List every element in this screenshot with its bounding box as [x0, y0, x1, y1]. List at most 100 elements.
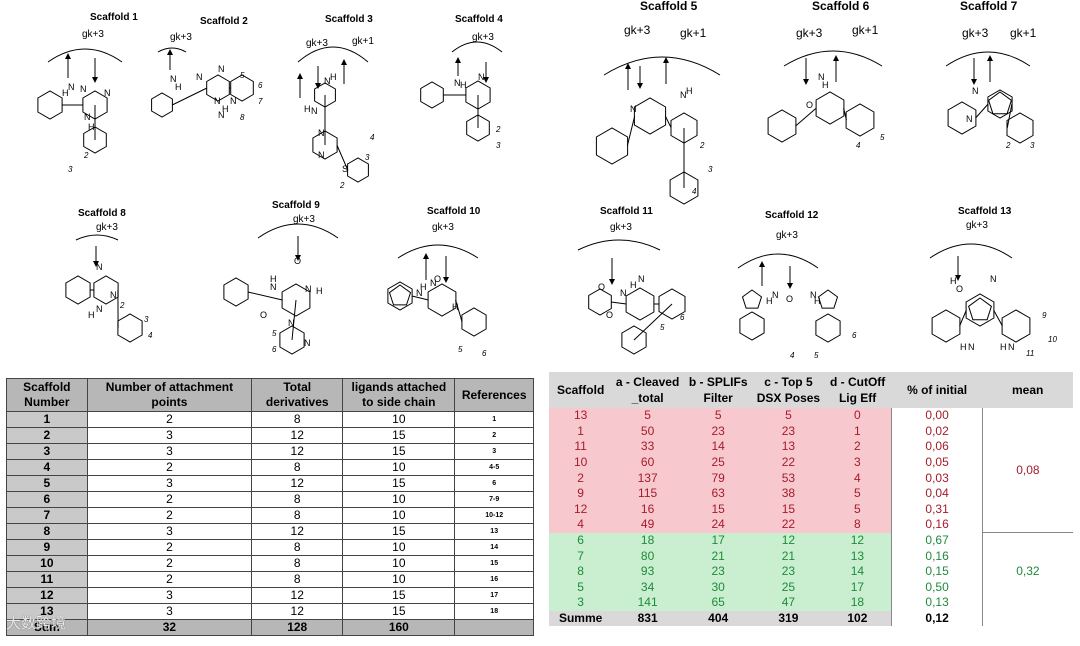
table-row: 3 141 65 47 18 0,13	[549, 595, 1073, 611]
cell-splifs: 63	[682, 485, 754, 502]
cell-percent: 0,50	[891, 579, 983, 596]
atom-label: N	[110, 290, 117, 300]
atom-label: N	[80, 84, 87, 94]
cell-scaffold: 1	[549, 423, 613, 440]
pocket-arc	[257, 223, 339, 239]
atom-label: H	[88, 310, 95, 320]
ring-bond	[931, 309, 961, 343]
atom-label: N	[454, 78, 461, 88]
cell-reference: 4-5	[454, 459, 534, 476]
cell-cleaved: 18	[612, 532, 683, 549]
atom-label: O	[260, 310, 267, 320]
position-number: 8	[240, 113, 245, 122]
gk-label: gk+3	[966, 220, 988, 231]
col-mean: mean	[982, 372, 1073, 408]
bond	[455, 299, 463, 323]
cell-scaffold: 6	[6, 491, 88, 508]
scaffold-title: Scaffold 5	[640, 0, 698, 13]
sum-row: Sum 32 128 160	[6, 619, 534, 636]
atom-label: N	[218, 110, 225, 120]
cell-derivatives: 12	[251, 443, 344, 460]
table-row: 5 3 12 15 6	[6, 475, 534, 492]
table-row: 4 49 24 22 8 0,16	[549, 517, 1073, 533]
atom-label: N	[170, 74, 177, 84]
col-top5-dsx: c - Top 5 DSX Poses	[753, 372, 824, 408]
ring-bond	[815, 313, 841, 343]
col-cutoff-lig-eff: d - CutOff Lig Eff	[823, 372, 892, 408]
scaffold-title: Scaffold 4	[455, 14, 503, 25]
bond	[626, 115, 636, 147]
cell-splifs: 23	[682, 563, 754, 580]
atom-label: N	[288, 318, 295, 328]
position-number: 10	[1048, 335, 1057, 344]
atom-label: O	[606, 310, 613, 320]
ring-bond	[815, 91, 845, 125]
cell-percent: 0,06	[891, 439, 983, 455]
atom-label: N	[810, 290, 817, 300]
atom-label: O	[294, 256, 301, 266]
atom-label: O	[806, 100, 813, 110]
green-group-mean: 0,32	[982, 532, 1073, 611]
cell-reference: 1	[454, 411, 534, 428]
pocket-arc	[47, 48, 123, 63]
table-header-row: Scaffold a - Cleaved _total b - SPLIFs F…	[549, 372, 1073, 408]
ring-bond	[93, 275, 119, 305]
table-row: 2 137 79 53 4 0,03	[549, 470, 1073, 486]
table-row: 12 3 12 15 17	[6, 587, 534, 604]
bond	[843, 107, 847, 121]
cell-percent: 0,31	[891, 501, 983, 518]
cell-derivatives: 8	[251, 507, 344, 524]
position-number: 6	[680, 313, 685, 322]
cell-splifs: 23	[682, 423, 754, 440]
ring-bond	[65, 275, 91, 305]
cell-scaffold: 11	[6, 571, 88, 588]
cell-reference: 10-12	[454, 507, 534, 524]
table-row: 1 2 8 10 1	[6, 411, 534, 428]
atom-label: N	[270, 282, 277, 292]
cell-derivatives: 12	[251, 523, 344, 540]
ring-bond	[281, 283, 311, 317]
cell-percent: 0,04	[891, 485, 983, 502]
cell-scaffold: 3	[6, 443, 88, 460]
col-scaffold: Scaffold	[549, 372, 613, 408]
cell-scaffold: 8	[6, 523, 88, 540]
cell-splifs: 25	[682, 454, 754, 471]
table-row: 8 93 23 23 14 0,15	[549, 563, 1073, 580]
cell-dsx: 22	[753, 454, 824, 471]
atom-label: O	[598, 282, 605, 292]
cell-derivatives: 128	[251, 619, 344, 636]
cell-scaffold: 5	[549, 579, 613, 596]
ring-bond	[625, 287, 655, 321]
position-number: 4	[692, 187, 697, 196]
cell-scaffold: 7	[549, 548, 613, 564]
cell-ligands: 15	[342, 587, 456, 604]
position-number: 5	[240, 71, 245, 80]
cell-dsx: 47	[753, 595, 824, 611]
ring-bond	[767, 109, 797, 143]
atom-label: H	[460, 80, 467, 90]
gk-label: gk+3	[432, 222, 454, 233]
cell-ligands: 10	[342, 571, 456, 588]
position-number: 11	[1026, 349, 1034, 358]
atom-label: N	[84, 112, 91, 122]
cell-dsx: 13	[753, 439, 824, 455]
ring-bond	[595, 127, 629, 165]
cell-percent: 0,16	[891, 548, 983, 564]
ring-bond	[387, 281, 413, 311]
cell-ligands: 10	[342, 507, 456, 524]
position-number: 3	[496, 141, 501, 150]
table-row: 11 2 8 10 16	[6, 571, 534, 588]
col-percent-initial: % of initial	[891, 372, 983, 408]
atom-label: N	[104, 88, 111, 98]
cell-attachment: 3	[86, 603, 253, 620]
cell-derivatives: 8	[251, 459, 344, 476]
atom-label: N	[620, 288, 627, 298]
atom-label: N	[230, 96, 237, 106]
cell-cutoff: 2	[823, 439, 892, 455]
table-row: 13 5 5 5 0 0,00 0,08	[549, 408, 1073, 534]
cell-reference: 13	[454, 523, 534, 540]
cell-cutoff: 17	[823, 579, 892, 596]
table-row: 12 16 15 15 5 0,31	[549, 501, 1073, 518]
col-splifs-filter: b - SPLIFs Filter	[682, 372, 754, 408]
gk-label: gk+1	[852, 23, 879, 37]
